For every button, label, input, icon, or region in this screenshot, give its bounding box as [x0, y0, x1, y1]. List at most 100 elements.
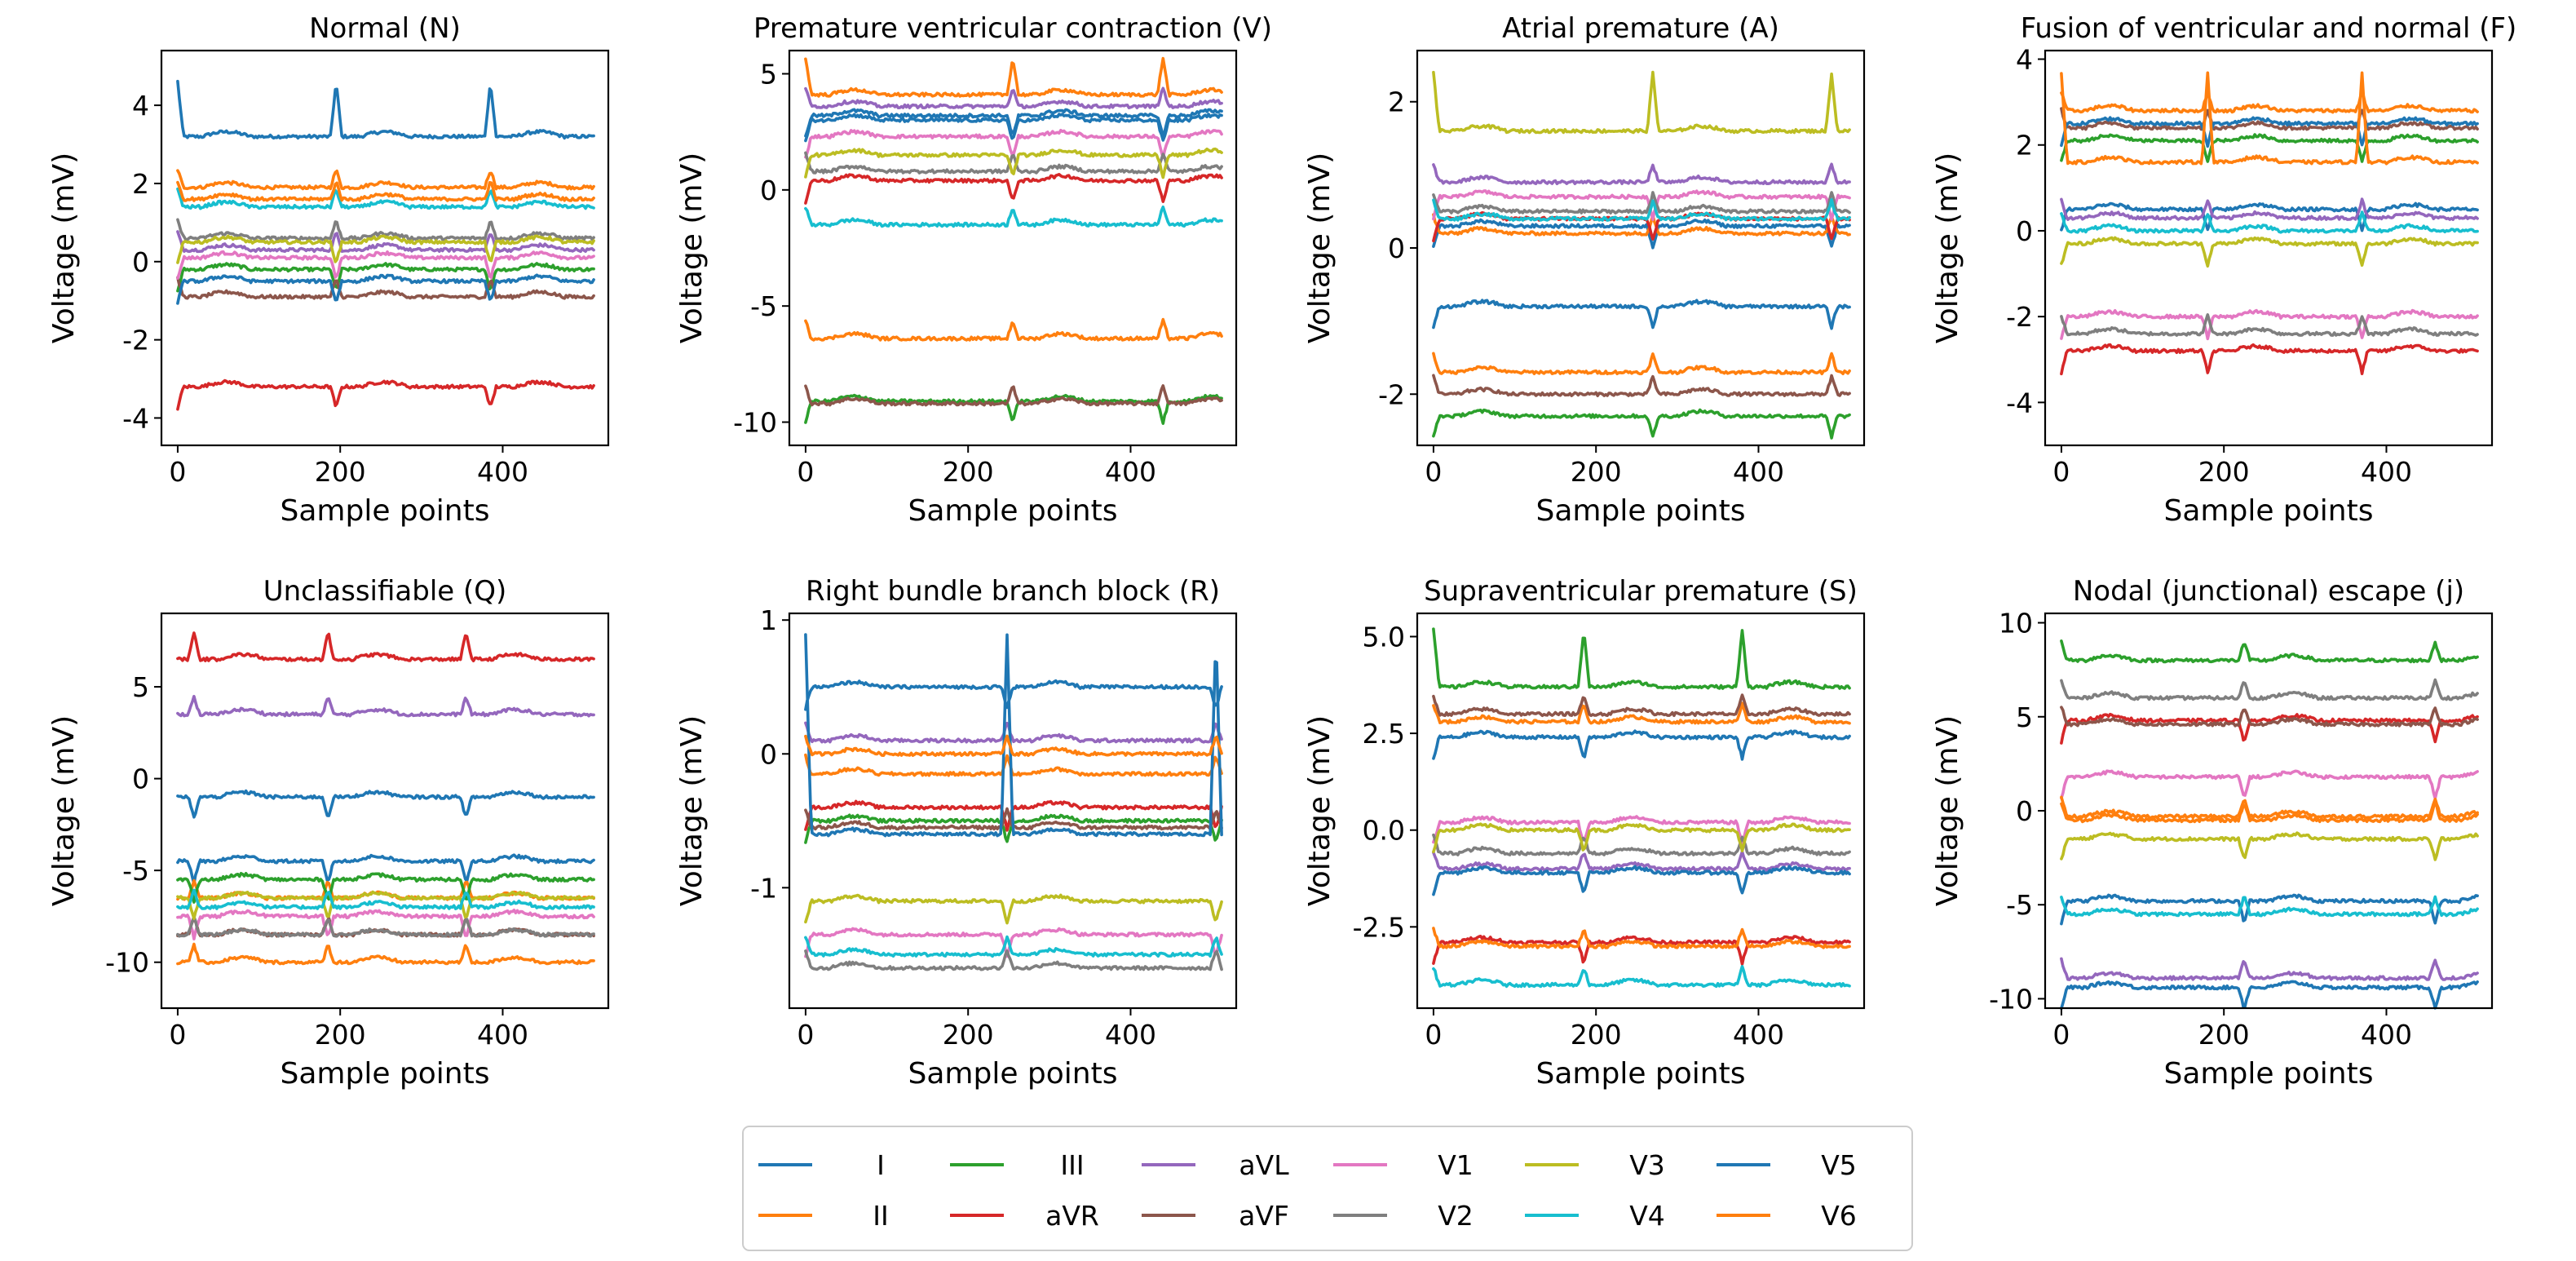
y-tick-label: 5: [132, 671, 149, 703]
trace-avf: [176, 276, 595, 300]
subplot-unclassifiable-q: 0 200 400 -10 -5 0 5 Unclassifiable (Q) Sample p…: [47, 575, 610, 1091]
traces: [176, 631, 595, 966]
x-tick-label: 400: [1105, 456, 1156, 488]
trace-avr: [2060, 343, 2479, 376]
plot-frame: [1416, 612, 1866, 1010]
x-tick-label: 200: [2198, 1019, 2250, 1051]
y-tick-label: -4: [122, 402, 149, 434]
x-tick-label: 0: [797, 456, 814, 488]
trace-iii: [176, 872, 595, 904]
y-tick-label: 0: [760, 738, 777, 770]
y-tick-label: 0.0: [1363, 815, 1405, 847]
x-tick-label: 200: [943, 456, 994, 488]
x-tick-label: 0: [1425, 1019, 1442, 1051]
trace-v4: [804, 206, 1223, 228]
trace-v3: [1432, 70, 1851, 135]
trace-v2: [1432, 833, 1851, 856]
x-tick-label: 200: [315, 1019, 366, 1051]
trace-v4: [176, 888, 595, 910]
legend-label: V6: [1821, 1200, 1857, 1232]
trace-avf: [804, 384, 1223, 407]
plot-title: Normal (N): [309, 12, 461, 45]
trace-avr: [176, 631, 595, 662]
trace-v4: [2060, 895, 2479, 918]
x-tick-label: 0: [169, 456, 186, 488]
y-tick-label: 1: [760, 604, 777, 636]
y-tick-label: 2: [132, 168, 149, 200]
trace-v3: [176, 890, 595, 920]
trace-v5: [804, 633, 1223, 838]
y-tick-label: 0: [132, 246, 149, 278]
legend-label: V2: [1438, 1200, 1474, 1232]
y-tick-label: -10: [105, 947, 149, 979]
plot-title: Nodal (junctional) escape (j): [2073, 575, 2464, 608]
x-tick-label: 400: [477, 1019, 528, 1051]
y-tick-label: 4: [2016, 44, 2033, 76]
y-axis-label: Voltage (mV): [1303, 715, 1337, 906]
traces: [2060, 639, 2479, 1011]
trace-v4: [2060, 210, 2479, 234]
trace-avl: [1432, 850, 1851, 872]
trace-v5: [176, 273, 595, 305]
trace-avl: [176, 694, 595, 718]
trace-v6: [1432, 927, 1851, 949]
traces: [1432, 70, 1851, 440]
plot-frame: [788, 612, 1238, 1010]
plot-title: Premature ventricular contraction (V): [753, 12, 1272, 45]
plot-frame: [788, 49, 1238, 447]
y-tick-label: -2: [1378, 378, 1405, 410]
x-tick-label: 200: [2198, 456, 2250, 488]
legend-label: V5: [1821, 1149, 1857, 1181]
traces: [1432, 627, 1851, 989]
trace-v1: [2060, 308, 2479, 341]
legend-item-avl: aVL: [1142, 1149, 1289, 1181]
trace-i: [804, 679, 1223, 711]
x-axis-label: Sample points: [2164, 494, 2374, 528]
trace-v2: [2060, 313, 2479, 337]
trace-v4: [1432, 965, 1851, 989]
legend-item-v6: V6: [1717, 1200, 1857, 1232]
trace-v2: [176, 915, 595, 938]
x-tick-label: 200: [943, 1019, 994, 1051]
y-tick-label: 0: [2016, 215, 2033, 247]
x-tick-label: 0: [2052, 456, 2070, 488]
x-tick-label: 200: [1571, 456, 1622, 488]
trace-v3: [804, 147, 1223, 179]
traces: [2060, 71, 2479, 376]
x-axis-label: Sample points: [2164, 1057, 2374, 1091]
traces: [804, 633, 1223, 971]
trace-v2: [2060, 678, 2479, 701]
y-tick-label: -4: [2006, 387, 2033, 418]
legend-item-v3: V3: [1525, 1149, 1665, 1181]
trace-v6: [2060, 795, 2479, 820]
y-tick-label: 5.0: [1363, 621, 1405, 653]
trace-avl: [804, 86, 1223, 110]
legend-item-avf: aVF: [1142, 1200, 1289, 1232]
y-tick-label: 2: [1388, 86, 1405, 118]
trace-ii: [804, 753, 1223, 777]
trace-v5: [176, 789, 595, 819]
trace-v2: [1432, 191, 1851, 215]
trace-v4: [176, 187, 595, 210]
plot-title: Right bundle branch block (R): [806, 575, 1220, 608]
legend-label: I: [877, 1149, 885, 1181]
x-axis-label: Sample points: [908, 494, 1118, 528]
trace-avl: [804, 721, 1223, 744]
trace-i: [176, 853, 595, 886]
trace-avr: [176, 378, 595, 411]
trace-i: [1432, 729, 1851, 761]
legend-item-v1: V1: [1333, 1149, 1474, 1181]
trace-v1: [176, 909, 595, 940]
y-tick-label: 2.5: [1363, 718, 1405, 750]
y-tick-label: -10: [733, 407, 777, 439]
trace-v3: [2060, 236, 2479, 268]
subplot-nodal-junctional-escape-j: 0 200 400 -10 -5 0 5 10 Nodal (junctional) escap…: [1931, 575, 2494, 1091]
y-tick-label: -10: [1989, 983, 2033, 1015]
trace-v2: [804, 151, 1223, 175]
y-tick-label: 5: [2016, 701, 2033, 733]
trace-v6: [804, 317, 1223, 342]
y-axis-label: Voltage (mV): [1931, 715, 1964, 906]
